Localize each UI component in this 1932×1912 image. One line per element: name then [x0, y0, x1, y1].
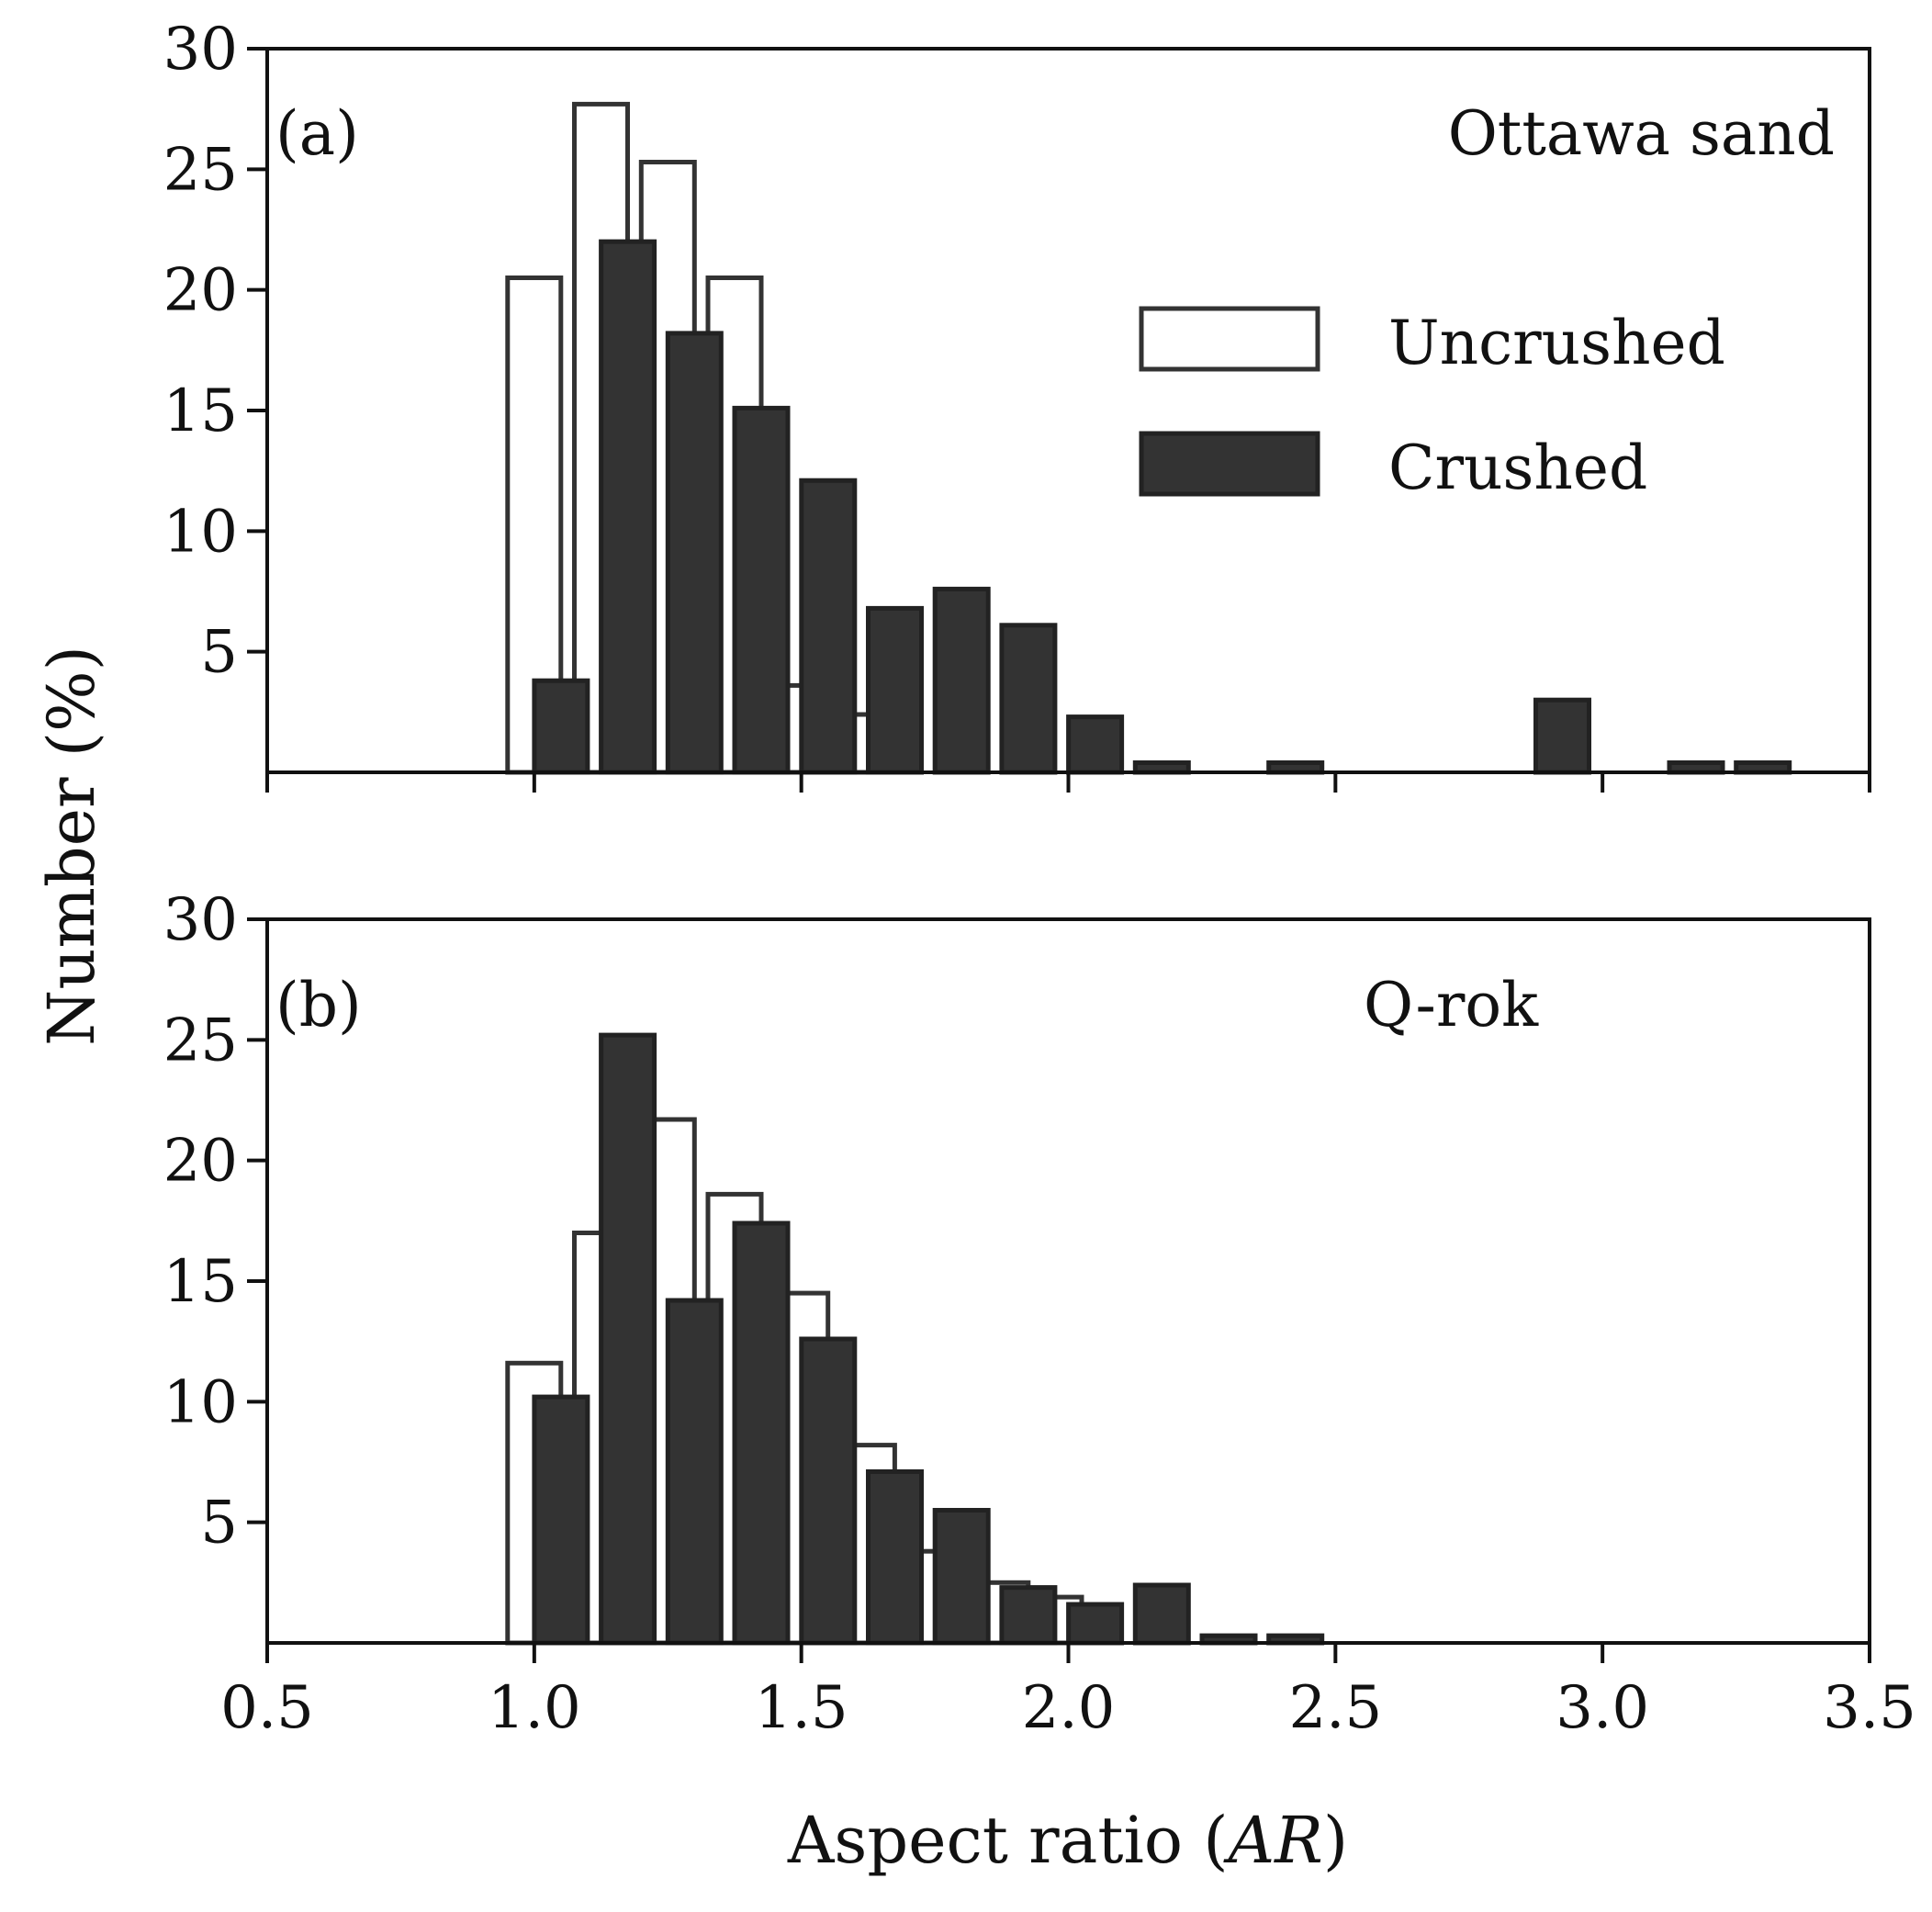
crushed-bar [1066, 1602, 1125, 1646]
crushed-bar [599, 1032, 657, 1646]
crushed-bar [665, 331, 724, 775]
crushed-bar [532, 678, 590, 775]
crushed-bar [1533, 697, 1591, 775]
y-tick-label: 25 [163, 1007, 238, 1074]
crushed-bar [532, 1394, 590, 1646]
panel-b-q-rok: 5 10 15 20 25 30 0.5 1.0 1.5 2.0 2.5 3.0 3.5 (b) Q-… [163, 886, 1916, 1742]
legend-label-uncrushed: Uncrushed [1388, 308, 1725, 378]
y-tick-label: 15 [163, 1248, 238, 1316]
legend-swatch-crushed [1139, 431, 1320, 497]
panel-b-label: (b) [275, 970, 362, 1040]
crushed-bar [932, 1508, 991, 1646]
crushed-bar [866, 605, 924, 775]
crushed-bar [799, 1336, 858, 1646]
y-tick-label: 30 [163, 886, 238, 954]
legend: Uncrushed Crushed [1139, 306, 1725, 503]
x-tick-label: 2.5 [1288, 1674, 1382, 1742]
crushed-bar [999, 623, 1058, 775]
y-tick-label: 5 [200, 619, 238, 687]
crushed-bar [1066, 714, 1125, 775]
y-tick-label: 10 [163, 498, 238, 566]
y-tick-label: 20 [163, 257, 238, 325]
crushed-bar [866, 1469, 924, 1646]
panel-a-title: Ottawa sand [1448, 98, 1835, 169]
x-tick-label: 1.5 [755, 1674, 848, 1742]
x-axis-label: Aspect ratio (AR) [787, 1803, 1348, 1878]
panel-a-y-ticks: 5 10 15 20 25 30 [163, 16, 267, 687]
panel-b-x-ticks: 0.5 1.0 1.5 2.0 2.5 3.0 3.5 [220, 1643, 1916, 1742]
legend-swatch-uncrushed [1139, 306, 1320, 372]
y-tick-label: 30 [163, 16, 238, 84]
x-tick-label: 3.0 [1556, 1674, 1649, 1742]
x-tick-label: 3.5 [1823, 1674, 1916, 1742]
x-tick-label: 1.0 [488, 1674, 581, 1742]
crushed-bar [599, 239, 657, 775]
y-tick-label: 5 [200, 1490, 238, 1558]
crushed-bar [799, 478, 858, 775]
panel-b-title: Q-rok [1364, 970, 1539, 1040]
panel-a-label: (a) [275, 98, 359, 169]
crushed-bar [1132, 1582, 1191, 1646]
crushed-bar [999, 1585, 1058, 1646]
y-axis-label: Number (%) [34, 646, 109, 1046]
crushed-bar [732, 405, 791, 775]
legend-label-crushed: Crushed [1388, 433, 1647, 503]
panel-b-y-ticks: 5 10 15 20 25 30 [163, 886, 267, 1558]
x-tick-label: 2.0 [1022, 1674, 1116, 1742]
crushed-bar [932, 586, 991, 775]
crushed-bar [732, 1220, 791, 1646]
x-tick-label: 0.5 [220, 1674, 314, 1742]
panel-a-ottawa-sand: 5 10 15 20 25 30 (a) Ottawa sand Uncrushed Cr… [163, 16, 1871, 793]
uncrushed-bars [505, 1117, 1084, 1646]
crushed-bar [665, 1298, 724, 1646]
y-tick-label: 20 [163, 1128, 238, 1196]
y-tick-label: 10 [163, 1368, 238, 1436]
y-tick-label: 15 [163, 377, 238, 445]
panel-a-x-ticks [265, 772, 1871, 793]
y-tick-label: 25 [163, 136, 238, 204]
